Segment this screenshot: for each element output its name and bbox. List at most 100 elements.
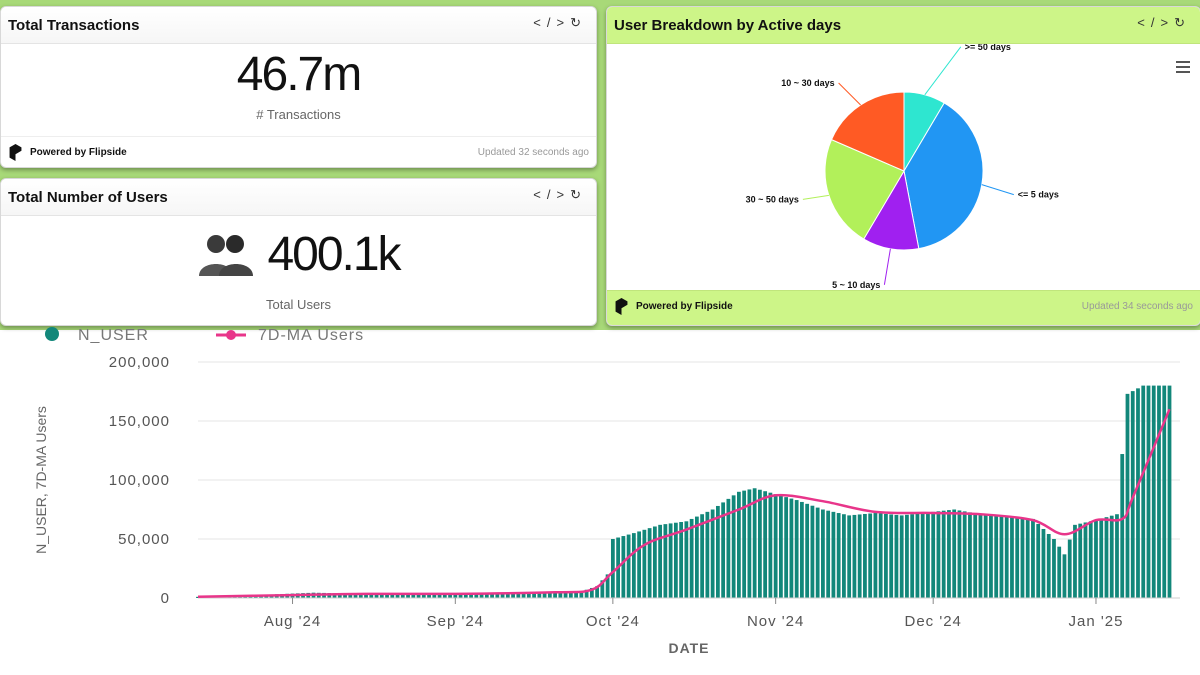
n-user-bar[interactable]	[852, 514, 857, 598]
n-user-bar[interactable]	[715, 505, 720, 598]
n-user-bar[interactable]	[558, 591, 563, 598]
n-user-bar[interactable]	[836, 513, 841, 598]
n-user-bar[interactable]	[474, 593, 479, 598]
n-user-bar[interactable]	[920, 513, 925, 598]
n-user-bar[interactable]	[453, 593, 458, 598]
n-user-bar[interactable]	[905, 514, 909, 598]
n-user-bar[interactable]	[878, 513, 883, 598]
n-user-bar[interactable]	[1046, 533, 1051, 598]
refresh-icon[interactable]: ↻	[1174, 15, 1191, 30]
n-user-bar[interactable]	[1067, 539, 1072, 598]
n-user-bar[interactable]	[873, 513, 878, 598]
n-user-bar[interactable]	[1151, 385, 1156, 598]
n-user-bar[interactable]	[652, 526, 657, 598]
n-user-bar[interactable]	[1162, 385, 1167, 598]
n-user-bar[interactable]	[1099, 518, 1104, 598]
n-user-bar[interactable]	[1115, 514, 1119, 598]
n-user-bar[interactable]	[448, 593, 452, 598]
n-user-bar[interactable]	[983, 514, 988, 598]
n-user-bar[interactable]	[500, 592, 505, 598]
n-user-bar[interactable]	[684, 521, 689, 598]
n-user-bar[interactable]	[857, 514, 862, 598]
n-user-bar[interactable]	[432, 594, 437, 598]
n-user-bar[interactable]	[495, 592, 500, 598]
n-user-bar[interactable]	[673, 522, 678, 598]
code-icon[interactable]: </>	[533, 187, 571, 202]
n-user-bar[interactable]	[416, 594, 421, 598]
n-user-bar[interactable]	[1036, 523, 1041, 598]
n-user-bar[interactable]	[568, 591, 573, 598]
n-user-bar[interactable]	[915, 513, 920, 598]
n-user-bar[interactable]	[794, 500, 799, 598]
n-user-bar[interactable]	[821, 509, 825, 599]
n-user-bar[interactable]	[899, 515, 904, 598]
n-user-bar[interactable]	[532, 592, 536, 598]
n-user-bar[interactable]	[1031, 518, 1035, 598]
n-user-bar[interactable]	[868, 513, 873, 598]
n-user-bar[interactable]	[1094, 520, 1098, 598]
n-user-bar[interactable]	[411, 594, 416, 598]
n-user-bar[interactable]	[1041, 528, 1046, 598]
n-user-bar[interactable]	[957, 510, 962, 598]
n-user-bar[interactable]	[1073, 524, 1077, 598]
n-user-bar[interactable]	[1125, 393, 1130, 598]
n-user-bar[interactable]	[721, 502, 726, 598]
n-user-bar[interactable]	[458, 593, 463, 598]
n-user-bar[interactable]	[952, 509, 957, 599]
n-user-bar[interactable]	[442, 594, 447, 598]
n-user-bar[interactable]	[642, 529, 647, 598]
hamburger-menu-icon[interactable]	[1176, 61, 1190, 76]
n-user-bar[interactable]	[999, 516, 1004, 598]
n-user-bar[interactable]	[752, 488, 757, 598]
n-user-bar[interactable]	[936, 511, 941, 598]
n-user-bar[interactable]	[479, 593, 484, 598]
n-user-bar[interactable]	[542, 592, 547, 598]
n-user-bar[interactable]	[390, 594, 395, 598]
n-user-bar[interactable]	[931, 511, 936, 598]
n-user-bar[interactable]	[427, 594, 431, 598]
n-user-bar[interactable]	[385, 594, 389, 598]
n-user-bar[interactable]	[805, 503, 810, 598]
n-user-bar[interactable]	[505, 592, 510, 598]
n-user-bar[interactable]	[348, 593, 353, 598]
n-user-bar[interactable]	[353, 593, 358, 598]
refresh-icon[interactable]: ↻	[570, 187, 587, 202]
n-user-bar[interactable]	[1157, 385, 1161, 598]
n-user-bar[interactable]	[1062, 554, 1067, 598]
n-user-bar[interactable]	[196, 596, 200, 598]
n-user-bar[interactable]	[1078, 523, 1083, 598]
n-user-bar[interactable]	[1083, 522, 1088, 598]
n-user-bar[interactable]	[647, 528, 652, 598]
n-user-bar[interactable]	[1167, 385, 1172, 598]
n-user-bar[interactable]	[884, 513, 888, 598]
n-user-bar[interactable]	[437, 594, 442, 598]
n-user-bar[interactable]	[332, 593, 337, 598]
n-user-bar[interactable]	[773, 494, 778, 598]
n-user-bar[interactable]	[863, 513, 867, 598]
n-user-bar[interactable]	[547, 592, 552, 598]
n-user-bar[interactable]	[962, 511, 967, 598]
n-user-bar[interactable]	[589, 587, 594, 598]
n-user-bar[interactable]	[484, 593, 489, 598]
n-user-bar[interactable]	[1141, 385, 1146, 598]
n-user-bar[interactable]	[605, 574, 610, 598]
n-user-bar[interactable]	[910, 514, 915, 598]
n-user-bar[interactable]	[421, 594, 426, 598]
n-user-bar[interactable]	[994, 515, 999, 598]
n-user-bar[interactable]	[521, 592, 526, 598]
n-user-bar[interactable]	[610, 539, 615, 598]
n-user-bar[interactable]	[374, 593, 379, 598]
n-user-bar[interactable]	[779, 495, 783, 598]
n-user-bar[interactable]	[621, 536, 626, 598]
n-user-bar[interactable]	[968, 512, 972, 598]
legend-label-7d-ma[interactable]: 7D-MA Users	[258, 327, 364, 344]
n-user-bar[interactable]	[978, 514, 983, 598]
n-user-bar[interactable]	[710, 509, 715, 599]
n-user-bar[interactable]	[631, 533, 636, 598]
n-user-bar[interactable]	[1025, 518, 1030, 598]
code-icon[interactable]: </>	[1137, 15, 1175, 30]
n-user-bar[interactable]	[705, 511, 710, 598]
n-user-bar[interactable]	[989, 515, 993, 598]
n-user-bar[interactable]	[579, 591, 584, 598]
n-user-bar[interactable]	[595, 586, 599, 598]
